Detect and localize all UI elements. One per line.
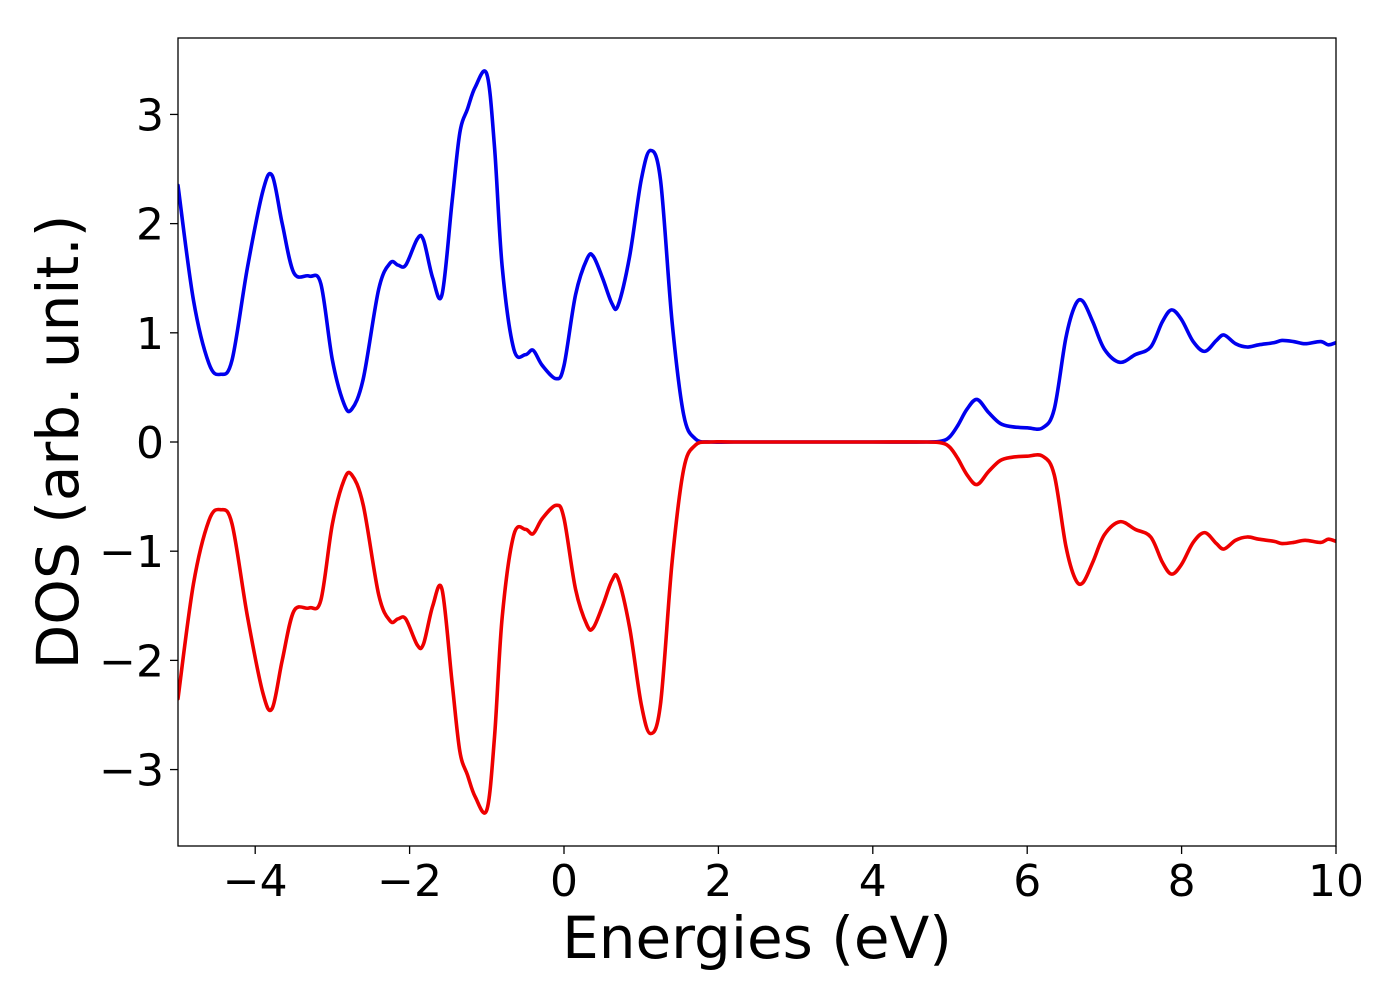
y-tick-label: 0: [136, 418, 164, 469]
y-tick-label: 1: [136, 309, 164, 360]
y-tick-label: −2: [99, 636, 164, 687]
series-layer: [178, 69, 1336, 815]
y-tick-label: −3: [99, 746, 164, 797]
y-axis-title: DOS (arb. unit.): [24, 215, 92, 670]
series-line-1: [178, 69, 1336, 445]
x-tick-label: −4: [223, 856, 288, 907]
y-tick-label: 3: [136, 90, 164, 141]
y-tick-label: 2: [136, 200, 164, 251]
y-tick-label: −1: [99, 527, 164, 578]
x-tick-label: 10: [1308, 856, 1364, 907]
x-tick-label: 4: [859, 856, 887, 907]
x-tick-label: 6: [1013, 856, 1041, 907]
series-line-2: [178, 439, 1336, 815]
x-tick-label: 8: [1168, 856, 1196, 907]
x-axis-title: Energies (eV): [562, 904, 952, 972]
x-tick-label: 0: [550, 856, 578, 907]
x-axis: −4 −2 0 2 4 6 8 10: [223, 846, 1364, 907]
y-axis: −3 −2 −1 0 1 2 3: [99, 90, 178, 797]
x-tick-label: 2: [704, 856, 732, 907]
x-tick-label: −2: [377, 856, 442, 907]
